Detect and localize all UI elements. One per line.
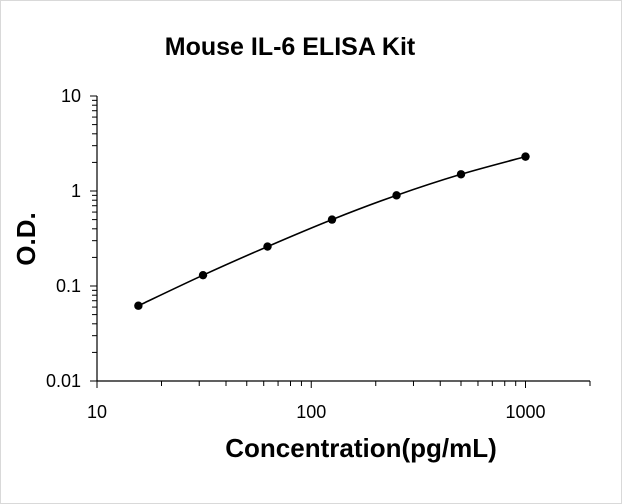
x-tick-label: 100 <box>296 402 326 422</box>
data-point <box>198 270 208 280</box>
series-line <box>138 155 526 307</box>
chart-title: Mouse IL-6 ELISA Kit <box>165 33 416 61</box>
y-tick-label: 1 <box>71 181 81 201</box>
data-point <box>521 152 530 161</box>
data-point <box>134 301 143 310</box>
data-point <box>263 242 272 251</box>
x-tick-label: 10 <box>87 402 107 422</box>
data-point <box>327 215 337 224</box>
data-point <box>392 191 401 200</box>
y-tick-label: 0.1 <box>56 276 81 296</box>
series-group <box>134 152 530 310</box>
axes <box>96 96 590 382</box>
y-tick-label: 10 <box>61 86 81 106</box>
y-tick-label: 0.01 <box>46 371 81 391</box>
axis-ticks <box>90 95 591 388</box>
y-axis-label: O.D. <box>11 212 41 265</box>
tick-labels: 10 1 0.1 0.01 10 100 1000 <box>46 86 546 422</box>
x-tick-label: 1000 <box>505 402 545 422</box>
data-point <box>456 170 466 179</box>
x-axis-label: Concentration(pg/mL) <box>225 433 497 463</box>
